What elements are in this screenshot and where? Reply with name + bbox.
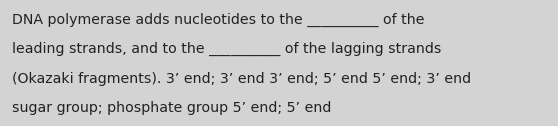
Text: leading strands, and to the __________ of the lagging strands: leading strands, and to the __________ o… bbox=[12, 42, 441, 56]
Text: sugar group; phosphate group 5’ end; 5’ end: sugar group; phosphate group 5’ end; 5’ … bbox=[12, 101, 331, 115]
Text: (Okazaki fragments). 3’ end; 3’ end 3’ end; 5’ end 5’ end; 3’ end: (Okazaki fragments). 3’ end; 3’ end 3’ e… bbox=[12, 72, 472, 86]
Text: DNA polymerase adds nucleotides to the __________ of the: DNA polymerase adds nucleotides to the _… bbox=[12, 13, 425, 27]
